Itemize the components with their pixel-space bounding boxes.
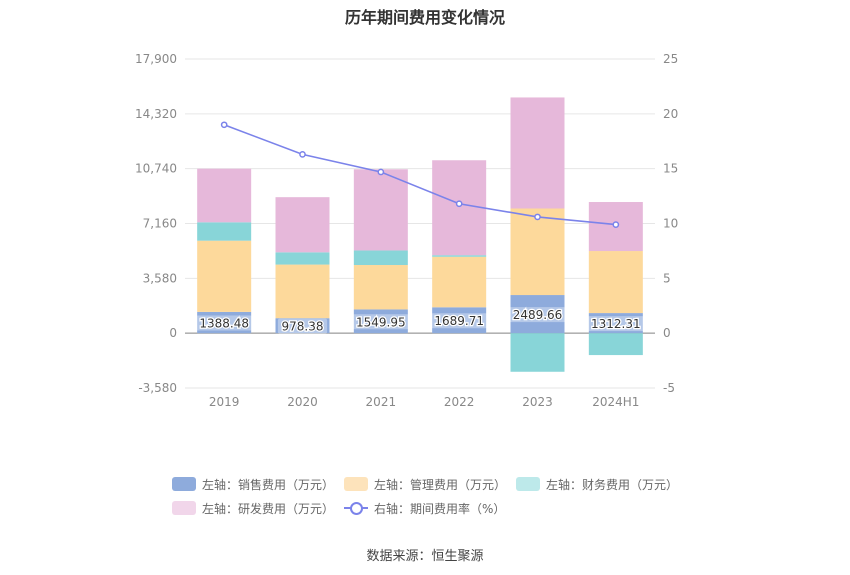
legend-label-rnd: 左轴：研发费用（万元） — [202, 501, 335, 516]
legend-item-admin[interactable]: 左轴：管理费用（万元） — [344, 476, 516, 493]
legend-swatch-rnd — [172, 501, 196, 515]
bar-finance-2019 — [197, 222, 252, 241]
point-expense-ratio-2021 — [377, 168, 385, 176]
bar-sales-2020 — [275, 318, 330, 334]
legend-swatch-admin — [344, 477, 368, 491]
bar-finance-2022 — [432, 255, 487, 257]
bar-admin-2019 — [197, 240, 252, 312]
x-tick-label: 2020 — [287, 395, 318, 409]
bar-admin-2024H1 — [588, 251, 643, 314]
y-left-tick-label: 7,160 — [143, 217, 177, 231]
data-label-sales: 1689.71 — [434, 314, 484, 328]
bar-sales-2022 — [432, 307, 487, 334]
bar-rnd-2021 — [353, 169, 408, 251]
y-right-tick-label: 10 — [663, 217, 678, 231]
legend-item-expense-ratio[interactable]: 右轴：期间费用率（%） — [344, 500, 516, 517]
legend-label-sales: 左轴：销售费用（万元） — [202, 477, 335, 492]
legend-label-finance: 左轴：财务费用（万元） — [546, 477, 679, 492]
x-tick-label: 2019 — [209, 395, 240, 409]
data-label-bg — [587, 316, 645, 332]
point-expense-ratio-2020 — [299, 151, 306, 158]
bar-finance-2020 — [275, 252, 330, 265]
legend-item-finance[interactable]: 左轴：财务费用（万元） — [516, 476, 688, 493]
data-label-sales: 2489.66 — [513, 308, 563, 322]
y-left-tick-label: 17,900 — [135, 52, 177, 66]
y-right-tick-label: 5 — [663, 271, 671, 285]
legend-label-admin: 左轴：管理费用（万元） — [374, 477, 507, 492]
data-label-sales: 1549.95 — [356, 315, 406, 329]
bar-rnd-2022 — [432, 160, 487, 256]
y-right-tick-label: 25 — [663, 52, 678, 66]
data-label-bg — [195, 315, 253, 331]
legend-swatch-finance — [516, 477, 540, 491]
data-label-bg — [277, 318, 328, 334]
data-label-bg — [430, 313, 488, 329]
y-left-tick-label: 14,320 — [135, 107, 177, 121]
y-right-tick-label: 20 — [663, 107, 678, 121]
point-expense-ratio-2023 — [534, 213, 541, 221]
x-tick-label: 2021 — [366, 395, 397, 409]
bar-finance-2021 — [353, 250, 408, 266]
legend-item-sales[interactable]: 左轴：销售费用（万元） — [172, 476, 344, 493]
data-label-sales: 1312.31 — [591, 317, 641, 331]
y-left-tick-label: 3,580 — [143, 271, 177, 285]
bar-rnd-2023 — [510, 97, 565, 209]
data-label-bg — [509, 307, 566, 323]
data-label-sales: 978.38 — [282, 320, 324, 334]
y-left-tick-label: 10,740 — [135, 162, 177, 176]
point-expense-ratio-2024H1 — [612, 221, 620, 228]
legend-swatch-expense-ratio — [344, 501, 368, 515]
y-right-tick-label: 15 — [663, 162, 678, 176]
legend: 左轴：销售费用（万元） 左轴：管理费用（万元） 左轴：财务费用（万元） 左轴：研… — [172, 472, 732, 520]
legend-swatch-sales — [172, 477, 196, 491]
x-tick-label: 2024H1 — [592, 395, 639, 409]
bar-finance-2024H1 — [588, 333, 643, 356]
bar-admin-2020 — [275, 264, 330, 319]
y-left-tick-label: 0 — [169, 326, 177, 340]
bar-admin-2023 — [510, 208, 565, 296]
y-right-tick-label: 0 — [663, 326, 671, 340]
y-left-tick-label: -3,580 — [138, 381, 177, 395]
source-note: 数据来源：恒生聚源 — [366, 549, 484, 564]
legend-label-expense-ratio: 右轴：期间费用率（%） — [374, 501, 506, 516]
bar-admin-2022 — [432, 256, 487, 308]
x-tick-label: 2023 — [522, 395, 553, 409]
point-expense-ratio-2022 — [455, 200, 463, 208]
legend-item-rnd[interactable]: 左轴：研发费用（万元） — [172, 500, 344, 517]
chart-title: 历年期间费用变化情况 — [344, 8, 505, 27]
line-expense-ratio — [223, 124, 616, 226]
data-label-sales: 1388.48 — [199, 317, 249, 331]
bar-sales-2019 — [197, 311, 252, 334]
bar-sales-2021 — [353, 309, 408, 334]
y-right-tick-label: -5 — [663, 381, 675, 395]
bar-rnd-2020 — [275, 197, 330, 253]
data-label-bg — [352, 314, 410, 330]
bar-sales-2023 — [510, 295, 565, 334]
bar-sales-2024H1 — [588, 313, 643, 334]
point-expense-ratio-2019 — [220, 121, 228, 129]
bar-finance-2023 — [510, 333, 565, 372]
bar-admin-2021 — [353, 265, 408, 310]
bar-rnd-2019 — [197, 168, 252, 223]
x-tick-label: 2022 — [444, 395, 475, 409]
